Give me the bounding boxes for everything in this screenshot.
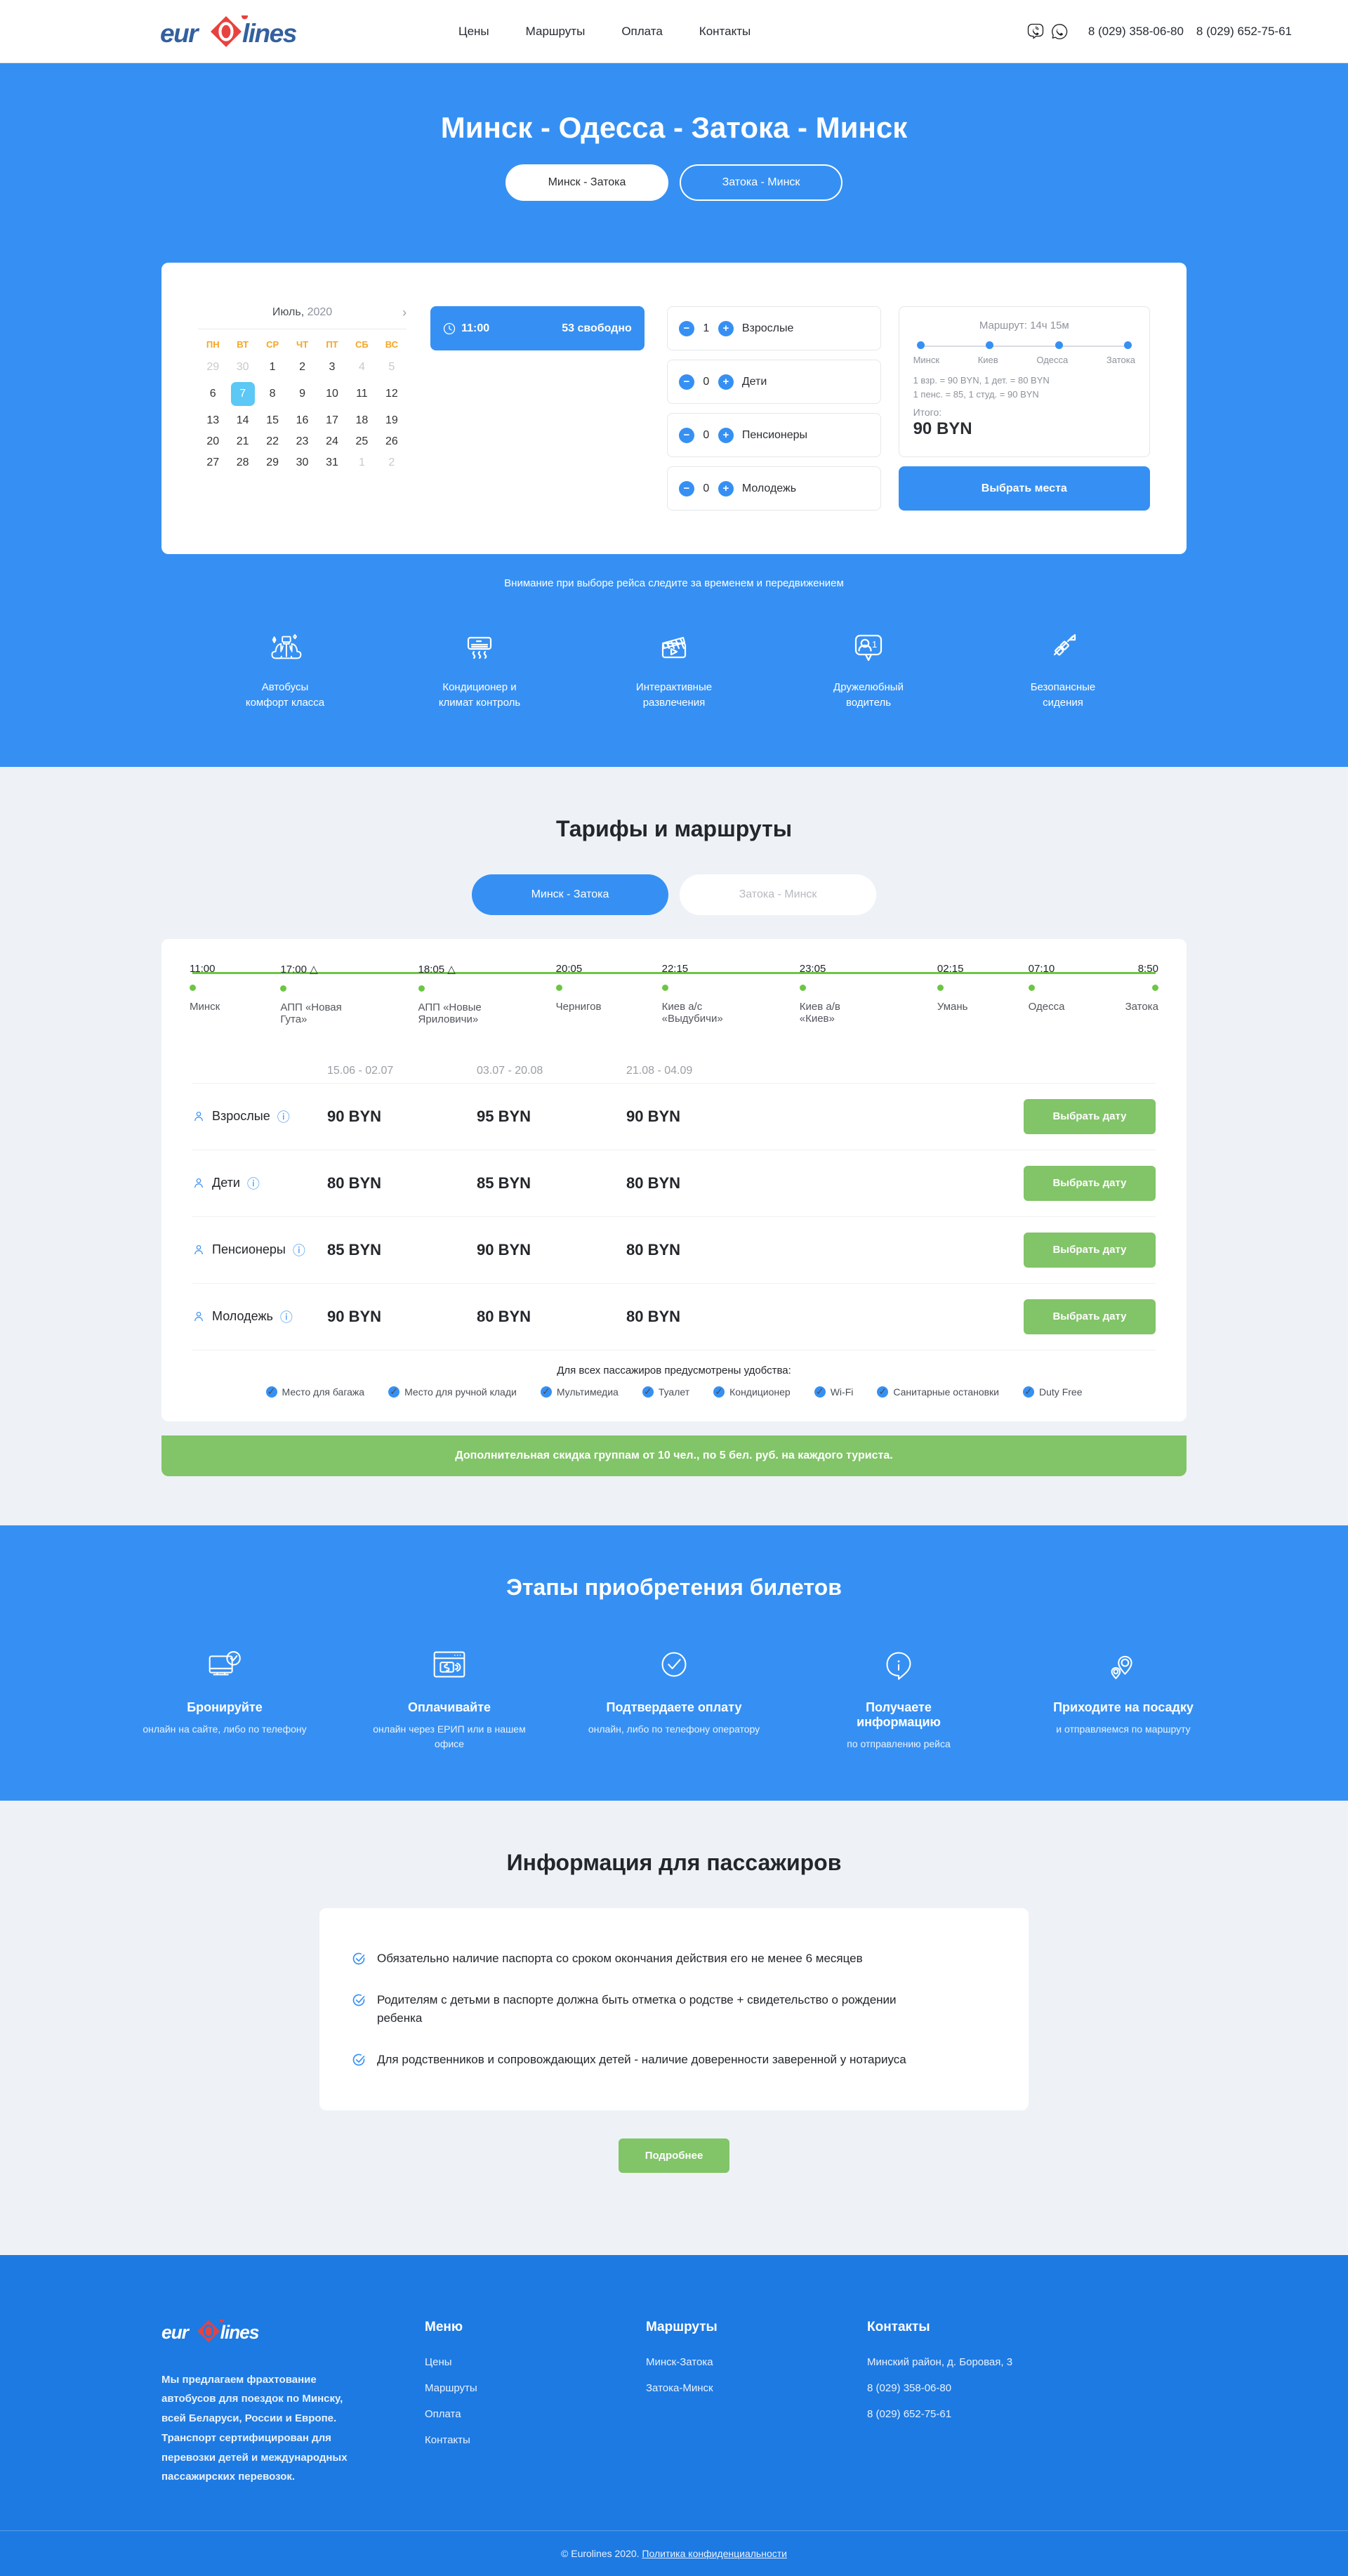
svg-text:lines: lines xyxy=(242,19,297,48)
svg-text:lines: lines xyxy=(220,2322,259,2343)
svg-text:eur: eur xyxy=(161,2322,190,2343)
svg-text:eur: eur xyxy=(160,19,200,48)
svg-text:1: 1 xyxy=(872,639,877,650)
